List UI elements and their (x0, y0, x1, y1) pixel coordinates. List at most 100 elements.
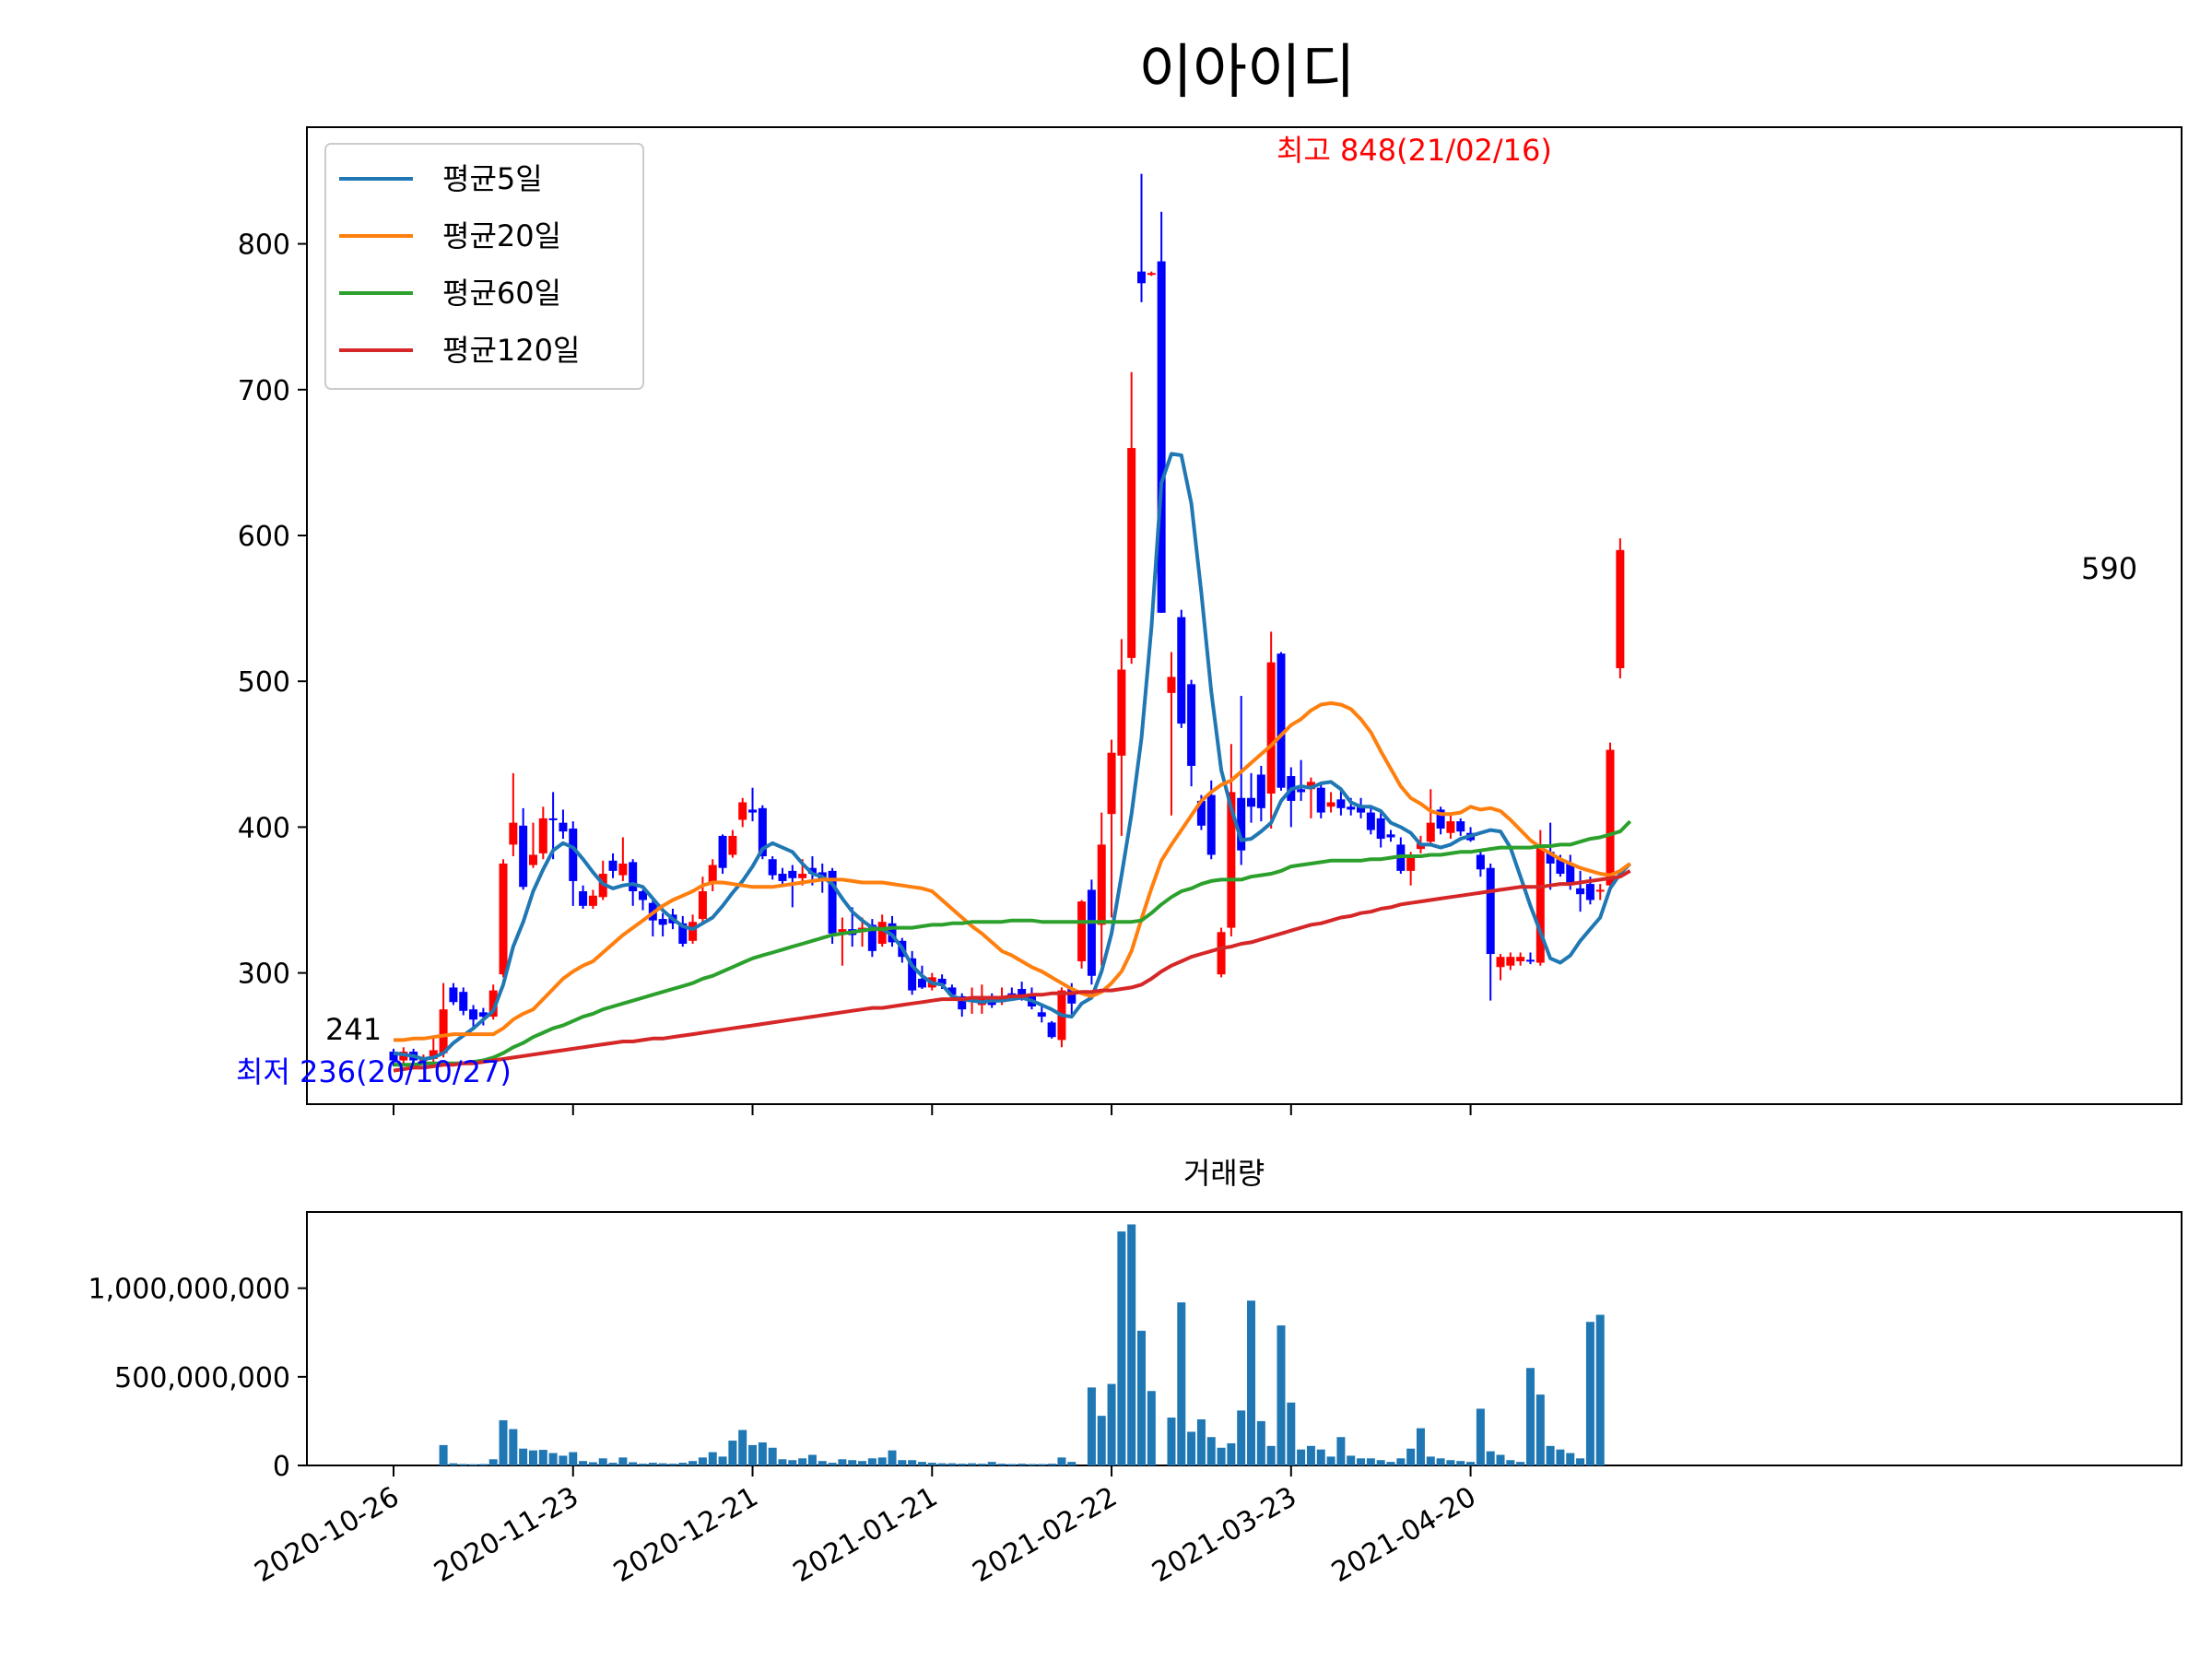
candle-body (958, 995, 967, 1010)
candle-body (1446, 821, 1455, 833)
candle-body (908, 958, 917, 991)
candle-body (1456, 821, 1465, 832)
candle-body (459, 992, 468, 1011)
volume-bar (559, 1455, 568, 1465)
volume-bar (798, 1458, 807, 1465)
candle-body (1357, 806, 1366, 813)
candle-body (1297, 789, 1306, 793)
volume-bar (927, 1463, 936, 1465)
candle-body (1117, 669, 1126, 756)
volume-bar (519, 1448, 528, 1465)
volume-bar (1167, 1418, 1176, 1465)
volume-bar (1396, 1458, 1406, 1465)
candle-body (548, 818, 558, 820)
volume-bar (1406, 1448, 1416, 1465)
price-x-ticks (393, 1104, 1472, 1115)
volume-bar (818, 1461, 827, 1465)
volume-bar (1546, 1445, 1555, 1465)
legend-label-ma20: 평균20일 (442, 218, 561, 253)
volume-bar (908, 1460, 917, 1465)
candle-body (828, 870, 837, 934)
candle-body (389, 1052, 398, 1061)
candle-body (1196, 800, 1206, 826)
candle-body (708, 865, 717, 883)
candle-body (1585, 884, 1594, 900)
volume-bar (968, 1463, 977, 1465)
ma-line-평균120일 (393, 869, 1631, 1073)
candle-body (588, 895, 597, 906)
volume-bar (738, 1430, 747, 1465)
volume-bar (439, 1444, 448, 1465)
volume-bar (788, 1460, 797, 1465)
candle-body (1326, 802, 1335, 807)
candle-body (1556, 859, 1565, 875)
legend: 평균5일 평균20일 평균60일 평균120일 (324, 143, 644, 390)
candle-body (1476, 854, 1485, 870)
candle-body (748, 809, 758, 813)
volume-bar (1366, 1458, 1375, 1465)
candle-body (788, 870, 797, 878)
candle-body (488, 990, 498, 1018)
volume-bar (449, 1463, 458, 1465)
candle-body (1037, 1012, 1046, 1018)
candle-body (1277, 653, 1286, 788)
volume-bar (1316, 1449, 1325, 1465)
volume-bar (1196, 1419, 1206, 1465)
volume-bar (1277, 1325, 1286, 1465)
volume-bar (1117, 1231, 1126, 1465)
candle-body (1486, 867, 1495, 955)
candle-body (528, 854, 537, 865)
candle-body (888, 923, 897, 943)
volume-bar (1535, 1394, 1545, 1465)
volume-bar (1416, 1428, 1425, 1465)
candle-body (1406, 856, 1416, 871)
candle-body (1237, 797, 1246, 851)
volume-bar (858, 1461, 867, 1465)
candle-body (639, 891, 647, 900)
volume-title: 거래량 (1183, 1156, 1265, 1191)
volume-bar (579, 1461, 588, 1465)
volume-bar (1007, 1464, 1017, 1465)
volume-bar (1217, 1447, 1226, 1465)
volume-bar (488, 1459, 498, 1465)
candle-body (1426, 822, 1435, 842)
candle-body (1376, 818, 1385, 840)
candle-body (1127, 448, 1136, 658)
candle-body (798, 874, 807, 878)
volume-bar (678, 1463, 688, 1465)
candle-body (1576, 888, 1585, 895)
volume-bar (1566, 1453, 1575, 1465)
volume-bar (499, 1419, 508, 1465)
candle-body (1506, 957, 1515, 966)
volume-bar (688, 1461, 698, 1465)
volume-bar (639, 1464, 647, 1465)
price-y-tick-label: 600 (238, 521, 290, 553)
candle-body (1595, 889, 1605, 892)
volume-bar (888, 1450, 897, 1465)
volume-bar (1147, 1391, 1156, 1465)
candle-body (1247, 797, 1256, 807)
volume-bar (668, 1464, 677, 1465)
candle-body (768, 859, 777, 876)
volume-bar (708, 1452, 717, 1465)
volume-y-axis: 0 500,000,000 1,000,000,000 (88, 1274, 307, 1483)
candle-body (738, 802, 747, 820)
volume-y-tick-label: 1,000,000,000 (88, 1274, 290, 1306)
candle-body (1366, 812, 1375, 830)
volume-bar (898, 1460, 907, 1465)
first-close-annotation: 241 (325, 1012, 382, 1047)
volume-bar (459, 1464, 468, 1465)
volume-bar (1466, 1462, 1476, 1465)
candle-body (538, 818, 547, 853)
low-annotation: 최저 236(20/10/27) (236, 1054, 512, 1089)
volume-bar (1067, 1462, 1077, 1465)
legend-label-ma60: 평균60일 (442, 276, 561, 311)
candle-body (728, 835, 737, 855)
candle-body (1496, 957, 1505, 968)
volume-bar (848, 1460, 857, 1465)
volume-bar (937, 1463, 947, 1465)
volume-bar (778, 1459, 787, 1465)
candle-body (688, 922, 698, 941)
volume-bar (877, 1457, 887, 1465)
volume-bar (1595, 1314, 1605, 1465)
